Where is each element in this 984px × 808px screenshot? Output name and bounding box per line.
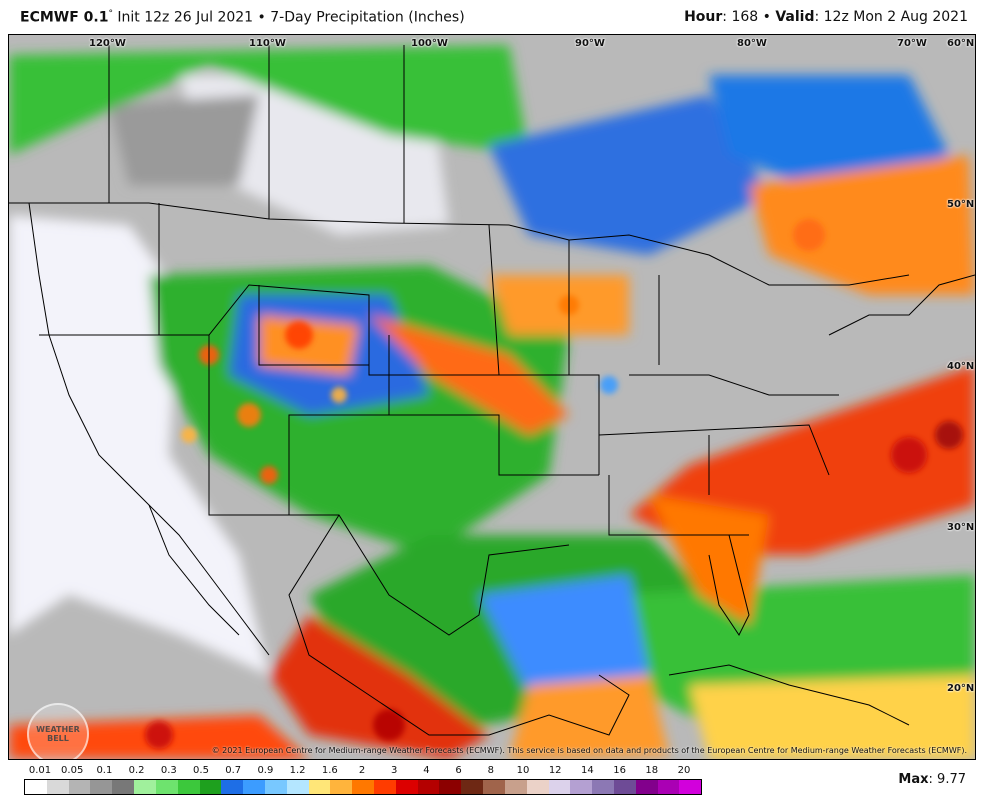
legend-tick-label: 0.3 xyxy=(160,765,177,776)
legend-tick-label: 3 xyxy=(391,765,398,776)
lon-label-90w: 90°W xyxy=(575,38,605,49)
legend-swatch xyxy=(134,780,156,794)
map-header: ECMWF 0.1° Init 12z 26 Jul 2021 • 7-Day … xyxy=(0,0,984,34)
legend-tick-label: 14 xyxy=(581,765,594,776)
legend-tick-label: 1.6 xyxy=(321,765,338,776)
lat-label-30n: 30°N xyxy=(947,522,975,533)
legend-tick-label: 12 xyxy=(548,765,562,776)
legend-swatch xyxy=(483,780,505,794)
lat-label-20n: 20°N xyxy=(947,683,975,694)
lon-label-100w: 100°W xyxy=(411,38,448,49)
legend-swatch xyxy=(439,780,462,794)
valid-label: Valid xyxy=(775,9,815,25)
legend-tick-label: 0.1 xyxy=(96,765,113,776)
legend-swatch xyxy=(526,780,549,794)
lon-label-80w: 80°W xyxy=(737,38,767,49)
legend-swatch xyxy=(112,780,135,794)
legend-swatch xyxy=(395,780,418,794)
legend-swatch xyxy=(635,780,658,794)
legend-tick-label: 10 xyxy=(516,765,530,776)
legend-swatch xyxy=(155,780,178,794)
legend-swatch xyxy=(417,780,440,794)
legend-colorbar xyxy=(24,779,702,795)
weatherbell-logo: WEATHER BELL xyxy=(27,703,89,759)
precip-legend: 0.01 0.05 0.1 0.2 0.3 0.5 0.7 0.9 1.2 1.6 2 3 4 6 8 10 1… xyxy=(24,765,702,803)
legend-tick-label: 20 xyxy=(677,765,691,776)
lon-label-70w: 70°W xyxy=(897,38,927,49)
max-readout: Max: 9.77 xyxy=(898,772,966,787)
copyright-notice: © 2021 European Centre for Medium-range … xyxy=(211,746,967,755)
legend-swatch xyxy=(221,780,244,794)
legend-swatch xyxy=(548,780,571,794)
legend-swatch xyxy=(68,780,91,794)
legend-swatch xyxy=(243,780,265,794)
legend-tick-label: 0.2 xyxy=(128,765,145,776)
legend-swatch xyxy=(264,780,287,794)
legend-tick-label: 0.7 xyxy=(225,765,242,776)
init-text: Init 12z 26 Jul 2021 • 7-Day Precipitati… xyxy=(112,9,465,26)
max-label: Max xyxy=(898,772,929,787)
degree-symbol: ° xyxy=(108,8,113,19)
legend-swatch xyxy=(679,780,702,794)
legend-tick-label: 0.9 xyxy=(257,765,274,776)
map-canvas xyxy=(9,35,975,759)
legend-swatch xyxy=(90,780,113,794)
lon-label-60n: 60°N xyxy=(947,38,975,49)
legend-tick-label: 6 xyxy=(455,765,462,776)
legend-swatch xyxy=(657,780,680,794)
precip-cells xyxy=(145,219,963,749)
borders xyxy=(9,45,975,736)
max-value: : 9.77 xyxy=(928,772,966,787)
legend-tick-label: 16 xyxy=(613,765,626,776)
legend-tick-label: 0.5 xyxy=(193,765,209,776)
legend-tick-label: 18 xyxy=(645,765,659,776)
legend-swatch xyxy=(613,780,636,794)
legend-swatch xyxy=(570,780,593,794)
lat-label-40n: 40°N xyxy=(947,361,975,372)
legend-swatch xyxy=(504,780,527,794)
header-title: ECMWF 0.1° Init 12z 26 Jul 2021 • 7-Day … xyxy=(20,9,465,26)
legend-swatch xyxy=(352,780,374,794)
lon-label-120w: 120°W xyxy=(89,38,126,49)
legend-tick-label: 0.05 xyxy=(61,765,84,776)
legend-swatch xyxy=(199,780,222,794)
legend-tick-label: 0.01 xyxy=(28,765,52,776)
legend-labels: 0.01 0.05 0.1 0.2 0.3 0.5 0.7 0.9 1.2 1.6 2 3 4 6 8 10 1… xyxy=(24,765,702,779)
model-name: ECMWF 0.1 xyxy=(20,9,109,26)
legend-swatch xyxy=(461,780,484,794)
legend-swatch xyxy=(330,780,353,794)
legend-tick-label: 1.2 xyxy=(289,765,306,776)
header-valid: Hour: 168 • Valid: 12z Mon 2 Aug 2021 xyxy=(684,9,968,25)
valid-value: : 12z Mon 2 Aug 2021 xyxy=(814,9,968,25)
legend-swatch xyxy=(25,780,47,794)
legend-tick-label: 4 xyxy=(423,765,430,776)
legend-swatch xyxy=(286,780,309,794)
legend-swatch xyxy=(177,780,200,794)
legend-swatch xyxy=(374,780,396,794)
hour-label: Hour xyxy=(684,9,723,25)
legend-tick-label: 8 xyxy=(487,765,494,776)
legend-swatch xyxy=(308,780,331,794)
legend-swatch xyxy=(46,780,69,794)
lon-label-110w: 110°W xyxy=(249,38,286,49)
precipitation-map: 120°W 110°W 100°W 90°W 80°W 70°W 60°N 50… xyxy=(8,34,976,760)
legend-swatch xyxy=(592,780,614,794)
lat-label-50n: 50°N xyxy=(947,199,975,210)
legend-tick-label: 2 xyxy=(358,765,366,776)
hour-value: : 168 • xyxy=(722,9,776,25)
coastline xyxy=(28,202,270,656)
